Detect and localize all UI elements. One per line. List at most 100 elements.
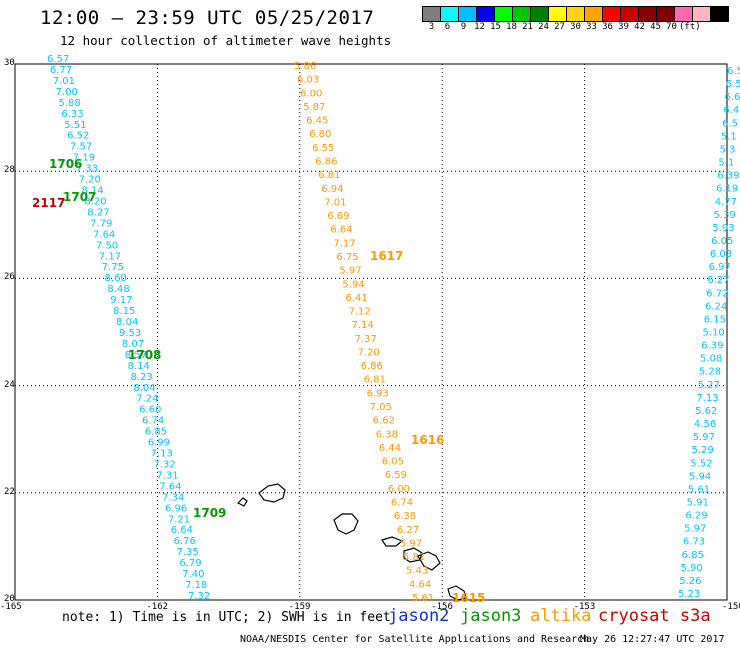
swh-value-label: 6.74 bbox=[142, 416, 164, 427]
swh-value-label: 7.12 bbox=[348, 307, 370, 318]
y-tick-label: 24 bbox=[4, 379, 15, 390]
swh-value-label: 7.13 bbox=[151, 449, 173, 460]
colorbar-label: 24 bbox=[538, 22, 549, 32]
y-tick-label: 20 bbox=[4, 594, 15, 604]
swh-value-label: 5.81 bbox=[403, 552, 425, 563]
colorbar-label: 39 bbox=[618, 22, 629, 32]
swh-value-label: 7.57 bbox=[70, 142, 92, 153]
swh-value-label: 5.97 bbox=[693, 432, 715, 443]
swh-value-label: 7.20 bbox=[79, 175, 101, 186]
swh-value-label: 5.29 bbox=[691, 445, 713, 456]
swh-value-label: 8.23 bbox=[130, 372, 152, 383]
swh-value-label: 7.34 bbox=[162, 492, 184, 503]
swh-value-label: 6.5 bbox=[726, 79, 740, 90]
swh-value-label: 5.1 bbox=[721, 131, 737, 142]
swh-value-label: 6.38 bbox=[376, 429, 398, 440]
swh-value-label: 5.91 bbox=[687, 497, 709, 508]
swh-value-label: 6.38 bbox=[394, 511, 416, 522]
swh-value-label: 5.52 bbox=[690, 458, 712, 469]
colorbar-label: 36 bbox=[602, 22, 613, 32]
swh-value-label: 9.53 bbox=[119, 328, 141, 339]
swh-value-label: 6.45 bbox=[306, 116, 328, 127]
swh-value-label: 5.3 bbox=[720, 144, 736, 155]
swh-value-label: 7.40 bbox=[182, 569, 204, 580]
swh-value-label: 5.87 bbox=[303, 102, 325, 113]
swh-value-label: 5.90 bbox=[680, 563, 702, 574]
swh-value-label: 6.64 bbox=[330, 225, 352, 236]
colorbar-label: 70 bbox=[666, 22, 677, 32]
swh-value-label: 8.07 bbox=[122, 339, 144, 350]
swh-value-label: 6.74 bbox=[391, 498, 413, 509]
swh-value-label: 7.00 bbox=[56, 87, 78, 98]
swh-value-label: 6.44 bbox=[379, 443, 401, 454]
swh-value-label: 8.04 bbox=[116, 317, 138, 328]
swh-value-label: 6.94 bbox=[321, 184, 343, 195]
swh-value-label: 5.1 bbox=[718, 158, 734, 169]
swh-value-label: 6.86 bbox=[361, 361, 383, 372]
pass-label-cryosat: 2117 bbox=[32, 196, 65, 210]
island-outline bbox=[417, 551, 441, 571]
swh-value-label: 7.14 bbox=[351, 320, 373, 331]
swh-value-label: 6.33 bbox=[61, 109, 83, 120]
swh-value-label: 6.77 bbox=[50, 65, 72, 76]
swh-value-label: 7.19 bbox=[73, 153, 95, 164]
colorbar-label: 9 bbox=[460, 22, 467, 32]
colorbar-swatch bbox=[710, 6, 729, 22]
swh-value-label: 7.32 bbox=[153, 459, 175, 470]
x-tick-label: -150 bbox=[722, 602, 740, 612]
swh-value-label: 6.41 bbox=[345, 293, 367, 304]
swh-value-label: 6.24 bbox=[705, 301, 727, 312]
swh-value-label: 6.96 bbox=[165, 503, 187, 514]
swh-value-label: 6.93 bbox=[367, 388, 389, 399]
island-outline bbox=[236, 497, 248, 507]
pass-label-jason3: 1709 bbox=[193, 506, 226, 520]
swh-value-label: 7.18 bbox=[185, 580, 207, 591]
swh-value-label: 6.03 bbox=[297, 75, 319, 86]
y-tick-label: 26 bbox=[4, 272, 15, 283]
swh-value-label: 5.23 bbox=[678, 589, 700, 600]
swh-value-label: 6.97 bbox=[709, 262, 731, 273]
swh-value-label: 6.64 bbox=[171, 525, 193, 536]
swh-value-label: 6.80 bbox=[309, 129, 331, 140]
swh-value-label: 8.27 bbox=[87, 207, 109, 218]
swh-value-label: 6.75 bbox=[336, 252, 358, 263]
colorbar-label: 15 bbox=[490, 22, 501, 32]
swh-value-label: 6.69 bbox=[327, 211, 349, 222]
swh-value-label: 5.94 bbox=[342, 279, 364, 290]
credit-text: NOAA/NESDIS Center for Satellite Applica… bbox=[240, 634, 590, 645]
colorbar-label: 45 bbox=[650, 22, 661, 32]
swh-value-label: 6.39 bbox=[701, 341, 723, 352]
island-outline bbox=[258, 483, 286, 503]
swh-value-label: 7.37 bbox=[355, 334, 377, 345]
swh-value-label: 6.03 bbox=[710, 249, 732, 260]
swh-value-label: 4.77 bbox=[715, 197, 737, 208]
swh-value-label: 7.01 bbox=[324, 197, 346, 208]
swh-value-label: 6.27 bbox=[707, 275, 729, 286]
page-title: 12:00 – 23:59 UTC 05/25/2017 bbox=[40, 7, 375, 29]
pass-label-jason3: 1708 bbox=[128, 348, 161, 362]
swh-value-label: 7.24 bbox=[136, 394, 158, 405]
swh-value-label: 5.86 bbox=[294, 61, 316, 72]
swh-value-label: 9.17 bbox=[110, 295, 132, 306]
swh-value-label: 6.99 bbox=[148, 438, 170, 449]
swh-value-label: 5.88 bbox=[59, 98, 81, 109]
swh-value-label: 6.39 bbox=[717, 171, 739, 182]
swh-value-label: 6.52 bbox=[67, 131, 89, 142]
swh-value-label: 6.76 bbox=[174, 536, 196, 547]
swh-value-label: 5.61 bbox=[688, 484, 710, 495]
plot-frame bbox=[14, 63, 728, 601]
swh-value-label: 7.32 bbox=[188, 591, 210, 602]
swh-value-label: 7.13 bbox=[696, 393, 718, 404]
swh-value-label: 6.59 bbox=[385, 470, 407, 481]
swh-value-label: 7.05 bbox=[370, 402, 392, 413]
swh-value-label: 5.10 bbox=[703, 328, 725, 339]
swh-value-label: 6.00 bbox=[388, 484, 410, 495]
x-tick-label: -165 bbox=[0, 602, 22, 612]
swh-value-label: 8.04 bbox=[133, 383, 155, 394]
swh-value-label: 7.79 bbox=[90, 218, 112, 229]
swh-value-label: 7.31 bbox=[156, 470, 178, 481]
swh-value-label: 7.17 bbox=[333, 238, 355, 249]
swh-value-label: 5.27 bbox=[698, 380, 720, 391]
swh-value-label: 4.64 bbox=[409, 579, 431, 590]
swh-value-label: 5.26 bbox=[679, 576, 701, 587]
